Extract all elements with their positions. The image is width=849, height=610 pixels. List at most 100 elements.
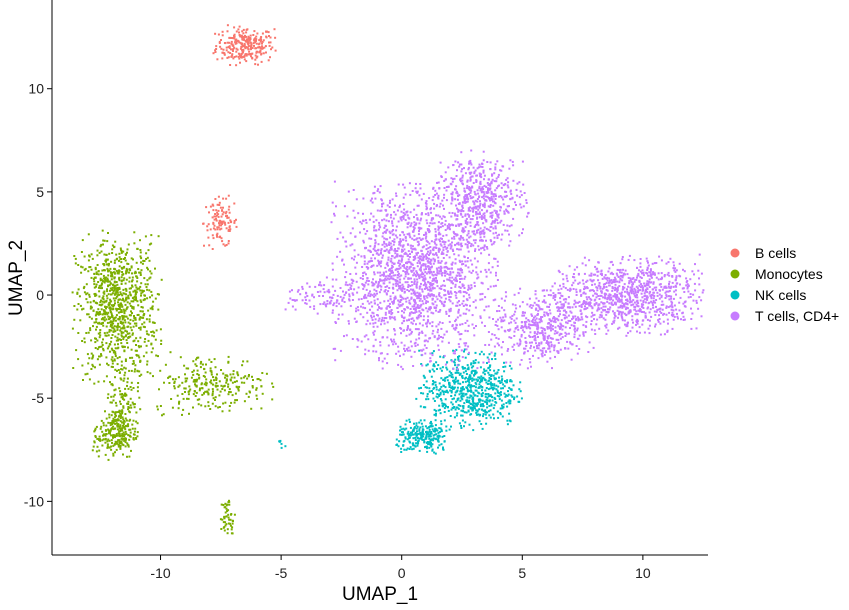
data-point [412,312,415,314]
data-point [448,267,451,270]
data-point [471,196,473,199]
data-point [408,299,411,302]
data-point [435,395,438,398]
data-point [493,200,495,203]
data-point [429,266,432,269]
data-point [391,265,394,268]
data-point [227,221,230,224]
data-point [119,329,122,332]
data-point [483,244,486,247]
data-point [244,46,247,49]
data-point [95,321,98,324]
data-point [454,279,457,282]
data-point [466,193,469,196]
data-point [271,398,274,401]
data-point [108,284,111,287]
data-point [200,382,203,385]
data-point [451,403,454,406]
data-point [431,283,434,286]
data-point [425,347,428,349]
data-point [139,359,142,362]
data-point [213,379,215,382]
data-point [218,204,221,206]
data-point [483,202,486,205]
data-point [413,311,416,314]
data-point [130,300,133,303]
data-point [90,317,93,320]
data-point [417,273,420,276]
data-point [415,316,418,319]
data-point [470,372,473,375]
data-point [115,269,118,272]
data-point [430,311,433,314]
data-point [224,223,227,226]
data-point [469,195,472,197]
data-point [88,378,91,381]
data-point [430,442,432,444]
data-point [397,272,400,275]
data-point [445,312,448,315]
data-point [132,306,135,309]
data-point [453,386,456,389]
data-point [120,293,122,296]
data-point [402,320,405,323]
data-point [461,263,463,266]
data-point [122,421,125,424]
data-point [375,350,378,353]
data-point [506,224,509,227]
data-point [409,308,412,310]
data-point [508,233,510,236]
data-point [485,381,488,384]
data-point [496,160,499,163]
data-point [148,320,151,323]
data-point [432,350,435,353]
data-point [439,391,442,394]
data-point [416,306,419,309]
data-point [396,289,399,292]
data-point [410,247,413,250]
data-point [477,361,480,364]
data-point [402,433,405,436]
data-point [146,283,149,286]
data-point [457,357,460,360]
data-point [508,386,511,389]
data-point [111,334,114,336]
data-point [452,352,455,355]
data-point [417,240,420,243]
data-point [483,325,486,327]
data-point [403,428,406,431]
data-point [119,393,122,396]
data-point [454,364,456,367]
data-point [386,362,389,365]
data-point [480,380,483,383]
data-point [231,44,234,47]
data-point [112,330,115,333]
data-point [98,355,100,358]
data-point [150,351,153,354]
data-point [110,347,113,350]
data-point [440,369,443,372]
data-point [226,56,229,59]
data-point [429,289,432,292]
data-point [354,266,357,269]
data-point [395,352,398,355]
data-point [254,54,257,57]
data-point [404,271,407,273]
data-point [119,447,122,450]
data-point [429,222,432,225]
data-point [427,443,430,445]
data-point [448,226,451,229]
data-point [81,364,84,367]
data-point [472,378,475,381]
data-point [479,381,482,384]
data-point [431,199,434,202]
data-point [489,204,492,206]
data-point [229,36,232,39]
data-point [442,246,445,249]
data-point [174,378,177,381]
data-point [219,45,222,48]
data-point [475,409,478,412]
data-point [444,245,447,248]
data-point [402,427,405,430]
data-point [357,212,360,215]
